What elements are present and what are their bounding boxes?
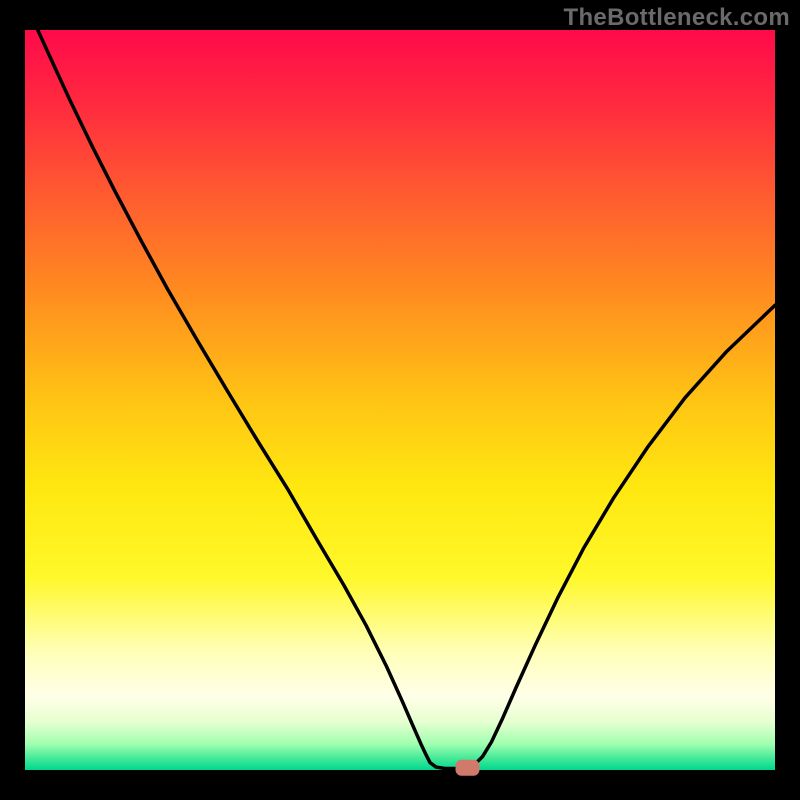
watermark-text: TheBottleneck.com [564,4,790,32]
gradient-plot-area [25,30,775,770]
optimal-point-marker [456,760,480,776]
bottleneck-chart [0,0,800,800]
